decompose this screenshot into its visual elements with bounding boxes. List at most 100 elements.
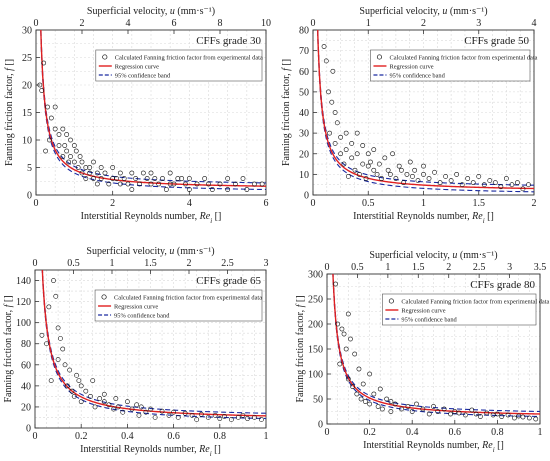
data-point [409,409,415,414]
data-point [382,155,388,161]
data-point [94,170,100,176]
legend-label-regression: Regression curve [115,64,159,71]
data-point [398,167,404,173]
data-point [43,148,48,154]
x2-tick-label: 3 [264,258,269,269]
data-point [448,411,453,417]
data-point [376,161,382,167]
y-tick-label: 30 [22,26,32,37]
data-point [484,410,490,416]
data-point [343,147,349,153]
data-point [368,159,373,165]
data-point [407,159,413,165]
legend-label-confidence: 95% confidence band [115,73,171,80]
data-point [371,147,377,153]
data-point [354,151,360,157]
y-tick-label: 80 [299,26,309,37]
data-point [92,404,98,410]
confidence-band-lower [317,30,534,193]
x-tick-label: 0 [311,198,316,209]
x2-tick-label: 6 [172,18,177,29]
legend-box [95,49,263,82]
data-point [88,393,93,399]
data-point [62,143,68,148]
data-point [73,148,79,154]
x-tick-label: 0.4 [121,431,134,442]
data-point [354,130,360,136]
data-point [189,412,195,418]
chart-title: CFFs grade 50 [464,35,529,47]
x2-tick-label: 1 [110,258,115,269]
data-point [487,178,493,183]
confidence-band-upper [40,30,266,184]
data-point [421,171,426,177]
x2-axis-label: Superficial velocity, u (mm·s⁻¹) [86,246,214,257]
data-point [341,161,347,167]
data-point [345,376,351,382]
legend-box [370,49,531,82]
data-point [52,126,58,132]
x-tick-label: 2 [110,198,115,209]
y-tick-label: 30 [299,129,309,140]
data-point [77,154,83,159]
y-tick-label: 0 [26,424,31,435]
data-point [387,171,393,177]
data-point [71,393,77,399]
legend-label-regression: Regression curve [389,64,433,71]
y-tick-label: 50 [299,87,309,98]
x2-tick-label: 2 [187,258,192,269]
data-point [51,278,56,283]
x-axis-label: Interstitial Reynolds number, Rei [] [81,211,222,225]
data-point [515,180,520,186]
data-point [179,176,185,181]
data-point [350,384,355,389]
data-point [182,410,188,416]
x-tick-label: 0.6 [167,431,180,442]
data-point [388,409,394,414]
chart-title: CFFs grade 65 [196,275,261,287]
y-tick-label: 100 [16,318,31,329]
data-point [137,181,142,187]
legend: Calculated Fanning friction factor from … [382,293,550,326]
data-point [71,143,77,148]
data-point [533,416,539,422]
data-point [404,171,410,177]
data-point [357,171,362,177]
data-point [120,409,126,415]
x2-tick-label: 1.5 [144,258,157,269]
data-point [225,176,231,181]
data-point [91,159,96,165]
x-tick-label: 0 [33,431,38,442]
data-point [448,178,454,183]
y-tick-label: 250 [308,295,323,306]
data-point [335,321,341,327]
x-tick-label: 1 [421,198,426,209]
x2-tick-label: 3 [507,262,512,273]
data-point [160,176,165,181]
data-point [136,412,142,418]
data-point [134,402,140,408]
legend-label-points: Calculated Fanning friction factor from … [115,55,263,62]
data-point [53,293,59,299]
data-point [156,181,162,187]
legend-label-confidence: 95% confidence band [389,73,445,80]
x2-tick-label: 2 [80,18,85,29]
data-point [64,383,70,389]
x2-tick-label: 0 [34,18,39,29]
data-point [329,99,335,105]
legend: Calculated Fanning friction factor from … [95,49,263,82]
data-point [45,104,50,110]
data-point [469,407,475,413]
data-point [332,141,338,146]
x-tick-label: 0.8 [491,427,504,438]
data-point [432,169,437,175]
data-point [414,401,419,407]
data-point [60,126,66,132]
data-point [332,110,338,115]
x-tick-label: 0.4 [406,427,419,438]
data-point [87,170,93,176]
data-point [421,163,426,169]
legend-label-points: Calculated Fanning friction factor from … [389,55,537,62]
data-point [473,411,479,417]
